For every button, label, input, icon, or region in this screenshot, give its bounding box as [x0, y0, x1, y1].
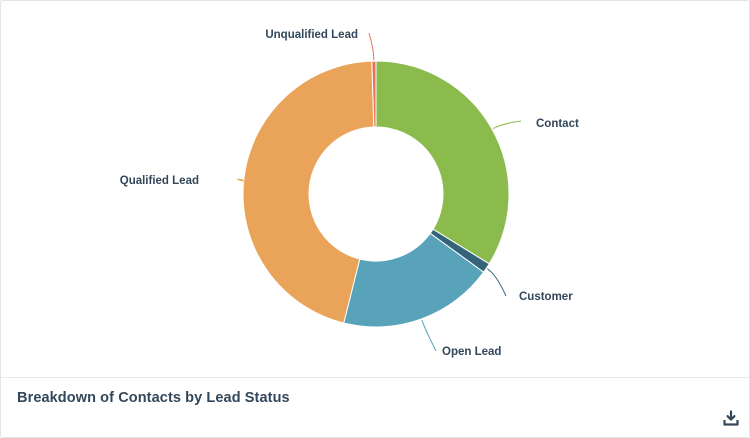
connector-contact [492, 120, 522, 130]
slice-open-lead[interactable] [343, 232, 485, 328]
label-open-lead: Open Lead [442, 346, 501, 358]
connector-customer [487, 268, 507, 297]
download-button[interactable] [723, 410, 739, 426]
chart-footer: Breakdown of Contacts by Lead Status [1, 377, 749, 437]
download-icon [723, 410, 739, 426]
chart-title: Breakdown of Contacts by Lead Status [17, 390, 290, 406]
label-contact: Contact [536, 118, 579, 130]
slice-qualified-lead[interactable] [242, 60, 375, 324]
chart-area: Contact Customer Open Lead Qualified Lead Un… [1, 1, 749, 377]
slice-unqualified-lead[interactable] [371, 60, 377, 128]
donut-chart: Contact Customer Open Lead Qualified Lead Un… [120, 29, 579, 358]
label-customer: Customer [519, 291, 573, 303]
connector-open-lead [421, 319, 437, 352]
label-unqualified-lead: Unqualified Lead [265, 29, 358, 41]
label-qualified-lead: Qualified Lead [120, 175, 199, 187]
connector-qualified-lead [237, 178, 245, 182]
connector-unqualified-lead [368, 32, 375, 61]
slice-contact[interactable] [375, 60, 510, 265]
